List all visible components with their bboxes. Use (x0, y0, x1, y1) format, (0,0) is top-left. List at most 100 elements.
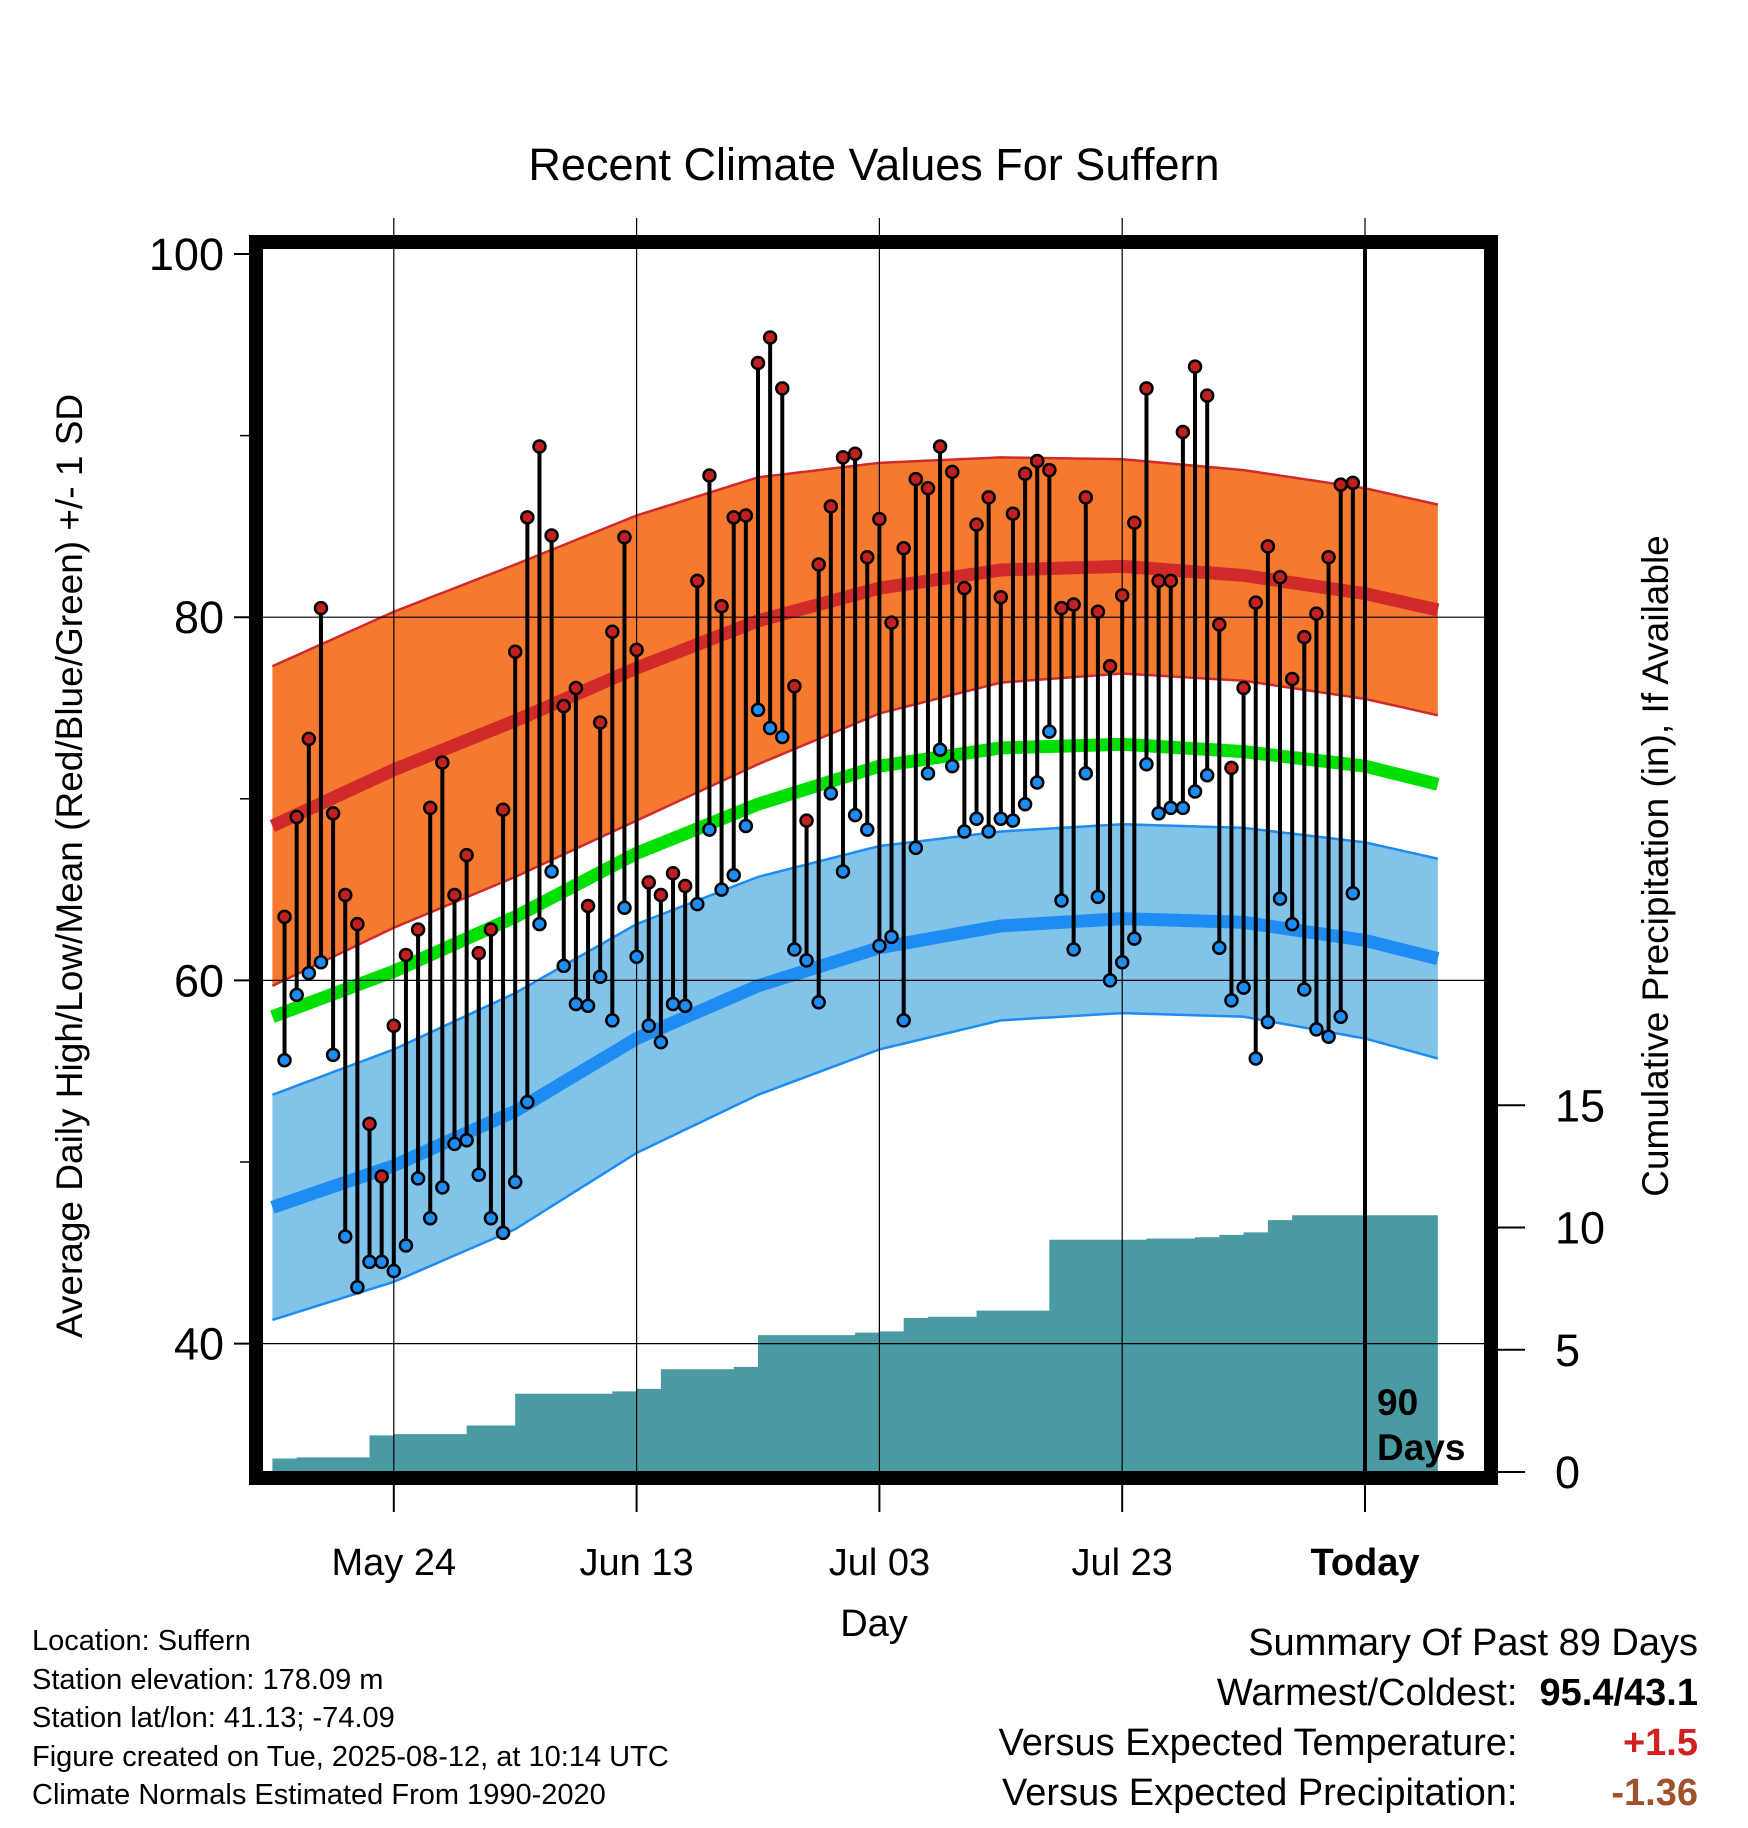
daily-high-point (568, 680, 584, 696)
daily-high-point (1139, 381, 1154, 396)
daily-low-point (556, 958, 572, 974)
daily-low-point (629, 949, 644, 965)
daily-low-point (1102, 973, 1118, 988)
daily-low-point (969, 811, 984, 827)
daily-high-point (860, 550, 875, 565)
daily-high-point (459, 847, 474, 863)
daily-high-point (920, 481, 936, 496)
daily-high-point (1114, 588, 1130, 603)
daily-high-point (1212, 617, 1227, 632)
daily-low-point (1321, 1029, 1336, 1044)
daily-high-point (1272, 569, 1288, 585)
daily-low-point (337, 1229, 353, 1244)
daily-high-point (726, 510, 741, 525)
daily-low-point (993, 811, 1009, 827)
daily-low-point (362, 1254, 377, 1270)
daily-high-point (313, 600, 329, 616)
daily-low-point (289, 987, 304, 1003)
x-tick-label: Jun 13 (580, 1542, 694, 1584)
daily-low-point (277, 1053, 292, 1068)
daily-low-point (1309, 1022, 1324, 1037)
daily-high-point (1005, 506, 1021, 521)
daily-high-point (410, 922, 426, 937)
x-tick-label: Today (1310, 1542, 1419, 1584)
daily-high-point (435, 755, 450, 770)
daily-low-point (447, 1136, 462, 1152)
daily-high-point (495, 802, 511, 817)
summary-precip-value: -1.36 (1611, 1772, 1698, 1814)
today-days-label-bottom: Days (1377, 1427, 1465, 1468)
daily-low-point (1090, 889, 1106, 905)
daily-low-point (1297, 982, 1312, 997)
summary-temp-label: Versus Expected Temperature: (998, 1722, 1518, 1764)
daily-high-point (932, 439, 948, 454)
daily-low-point (374, 1254, 389, 1270)
daily-low-point (847, 807, 863, 823)
daily-high-point (969, 517, 984, 532)
daily-high-point (1078, 490, 1094, 505)
daily-low-point (920, 766, 936, 781)
daily-low-point (665, 996, 681, 1012)
daily-low-point (422, 1211, 438, 1226)
daily-low-point (483, 1211, 499, 1226)
station-info: Location: Suffern Station elevation: 178… (32, 1622, 669, 1815)
daily-low-point (1127, 931, 1142, 946)
daily-low-point (762, 720, 778, 736)
summary-temp-value: +1.5 (1622, 1722, 1698, 1764)
daily-low-point (1236, 980, 1251, 995)
daily-high-point (823, 499, 839, 514)
daily-high-point (362, 1116, 377, 1132)
y-tick-label: 40 (174, 1319, 224, 1370)
info-latlon: Station lat/lon: 41.13; -74.09 (32, 1702, 395, 1734)
daily-high-point (957, 580, 972, 596)
low-sd-band (272, 824, 1438, 1320)
daily-high-point (981, 490, 996, 505)
daily-high-point (896, 540, 911, 556)
plot-frame (249, 235, 1498, 1485)
daily-high-point (641, 875, 656, 890)
daily-high-point (1236, 680, 1251, 696)
daily-high-point (301, 731, 317, 747)
y-tick-label: 60 (174, 955, 224, 1006)
daily-high-point (337, 887, 353, 903)
y-tick-label: 100 (149, 229, 224, 280)
summary-precip-label: Versus Expected Precipitation: (1002, 1772, 1518, 1814)
daily-high-point (665, 866, 681, 881)
daily-low-point (313, 954, 329, 970)
daily-high-point (1345, 475, 1361, 491)
daily-low-point (1248, 1051, 1263, 1066)
daily-high-point (872, 511, 887, 527)
daily-low-point (799, 953, 814, 968)
summary-panel: Summary Of Past 89 Days Warmest/Coldest:… (999, 1618, 1698, 1818)
daily-high-point (386, 1018, 402, 1034)
daily-high-point (787, 678, 802, 694)
daily-high-point (422, 800, 438, 816)
daily-low-point (860, 822, 875, 837)
daily-high-point (1260, 539, 1276, 554)
daily-high-point (908, 471, 924, 487)
daily-high-point (653, 887, 669, 903)
daily-low-point (1042, 724, 1057, 739)
daily-low-point (301, 965, 317, 981)
daily-low-point (1017, 796, 1033, 812)
daily-low-point (617, 900, 632, 916)
daily-high-point (629, 642, 644, 658)
daily-high-point (775, 381, 790, 396)
daily-high-point (1199, 388, 1215, 403)
daily-low-point (398, 1238, 414, 1253)
daily-low-point (884, 929, 899, 945)
daily-high-point (1284, 671, 1300, 687)
daily-low-point (896, 1013, 911, 1028)
y-axis-label: Average Daily High/Low/Mean (Red/Blue/Gr… (49, 394, 90, 1338)
x-axis-label: Day (840, 1603, 908, 1645)
daily-high-point (398, 947, 414, 963)
daily-high-point (750, 355, 766, 371)
daily-high-point (592, 715, 608, 730)
x-tick-label: Jul 03 (829, 1542, 930, 1584)
daily-low-point (981, 824, 996, 839)
daily-high-point (811, 557, 826, 572)
daily-high-point (350, 916, 365, 932)
daily-low-point (1212, 940, 1227, 955)
daily-high-point (580, 898, 596, 914)
daily-high-point (374, 1169, 389, 1184)
